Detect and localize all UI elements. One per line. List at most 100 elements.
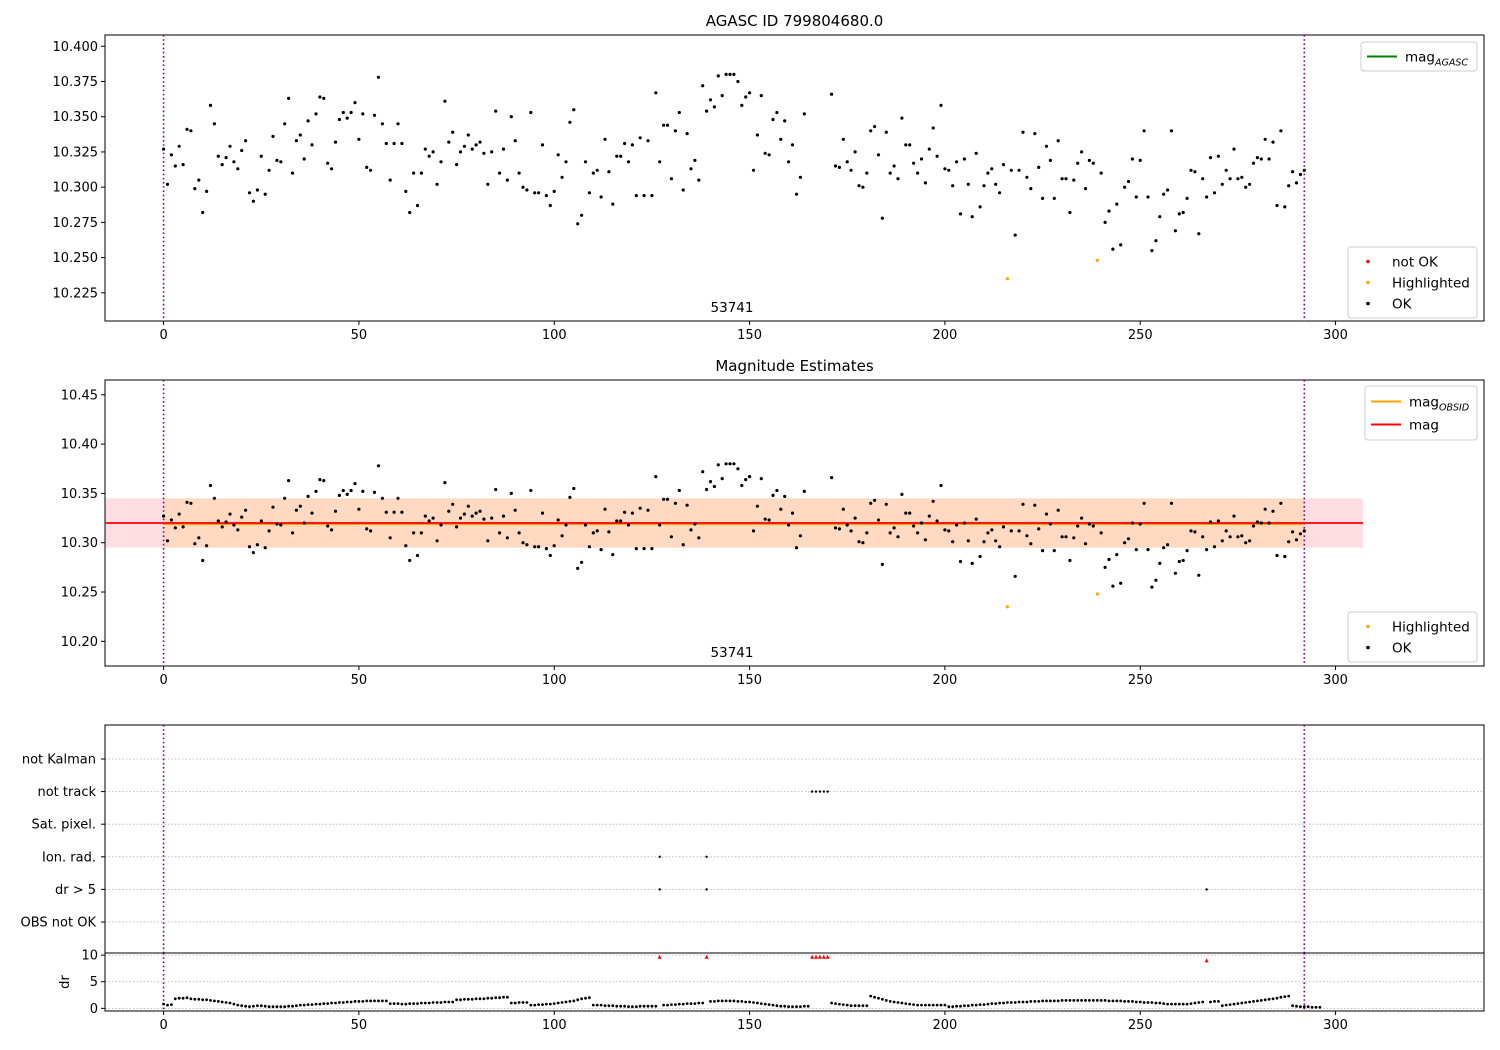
data-point-ok <box>1294 538 1299 542</box>
dr-outlier-marker <box>1204 958 1209 963</box>
data-point-ok <box>189 129 193 133</box>
dr-point <box>463 997 466 1001</box>
data-point-ok <box>916 531 920 535</box>
data-point-ok <box>556 518 560 522</box>
dr-point <box>1017 1000 1021 1004</box>
dr-point <box>1314 1005 1318 1009</box>
dr-point <box>381 999 384 1003</box>
dr-point <box>1283 995 1287 998</box>
dr-point <box>771 1003 775 1007</box>
data-point-ok <box>904 143 908 147</box>
dr-point <box>1197 1001 1201 1004</box>
dr-point <box>1232 1002 1236 1006</box>
dr-point <box>619 1004 623 1008</box>
data-point-ok <box>1205 195 1209 199</box>
data-point-ok <box>724 72 728 76</box>
data-point-ok <box>517 171 521 175</box>
dr-point <box>646 1004 650 1008</box>
data-point-ok <box>1060 535 1064 539</box>
data-point-ok <box>1091 524 1095 528</box>
dr-outlier-marker <box>821 954 826 959</box>
data-point-ok <box>1103 220 1107 224</box>
data-point-ok <box>1158 561 1162 566</box>
chart-title: Magnitude Estimates <box>715 357 873 375</box>
y-tick-label: 10.325 <box>53 145 99 160</box>
data-point-ok <box>845 523 849 527</box>
data-point-ok <box>279 160 283 164</box>
data-point-ok <box>455 163 459 167</box>
data-point-ok <box>576 222 580 226</box>
data-point-ok <box>728 72 732 76</box>
dr-point <box>1267 997 1271 1001</box>
data-point-ok <box>404 544 408 548</box>
data-point-ok <box>837 165 842 169</box>
data-point-ok <box>1083 542 1088 546</box>
data-point-ok <box>751 529 756 533</box>
data-point-ok <box>1001 163 1006 167</box>
data-point-ok <box>287 479 291 483</box>
y-tick-label: 10.275 <box>53 216 99 231</box>
data-point-ok <box>494 487 498 492</box>
data-point-ok <box>365 527 369 531</box>
dr-point <box>1021 1000 1025 1004</box>
dr-point <box>216 1000 220 1003</box>
data-point-ok <box>533 191 537 195</box>
data-point-ok <box>783 119 787 123</box>
data-point-ok <box>173 526 177 530</box>
data-point-ok <box>1189 168 1193 172</box>
data-point-ok <box>443 481 447 485</box>
data-point-ok <box>634 547 638 551</box>
dr-point <box>994 1002 998 1005</box>
dr-point <box>1103 999 1107 1002</box>
data-point-ok <box>943 528 947 532</box>
legend-dot-swatch <box>1366 624 1370 629</box>
data-point-ok <box>677 110 681 115</box>
data-point-ok <box>1169 501 1174 505</box>
data-point-ok <box>947 168 951 172</box>
dr-point <box>888 1000 892 1003</box>
data-point-ok <box>1009 529 1013 533</box>
data-point-ok <box>904 511 908 515</box>
y-tick-label: 10.300 <box>53 181 99 196</box>
data-point-ok <box>900 116 904 120</box>
data-point-ok <box>224 520 228 524</box>
dr-point <box>388 1002 392 1005</box>
dr-point <box>1170 1002 1173 1006</box>
data-point-ok <box>404 189 408 193</box>
data-point-ok <box>408 210 412 215</box>
data-point-ok <box>400 510 404 514</box>
data-point-ok <box>310 143 314 147</box>
data-point-ok <box>662 123 666 127</box>
data-point-ok <box>271 134 275 138</box>
data-point-ok <box>1041 196 1045 200</box>
data-point-ok <box>388 178 392 182</box>
dr-point <box>783 1004 787 1008</box>
data-point-ok <box>908 143 912 147</box>
data-point-ok <box>798 534 803 538</box>
data-point-ok <box>951 184 955 188</box>
data-point-ok <box>537 191 541 195</box>
dr-point <box>775 1004 779 1008</box>
data-point-ok <box>1240 175 1244 179</box>
dr-point <box>1158 1001 1162 1005</box>
data-point-ok <box>1033 132 1037 136</box>
dr-point <box>1310 1005 1314 1009</box>
dr-point <box>166 1003 169 1007</box>
dr-point <box>298 1003 302 1007</box>
data-point-ok <box>1251 161 1256 165</box>
data-point-ok <box>490 516 494 520</box>
data-point-ok <box>1099 171 1103 175</box>
data-point-ok <box>802 489 806 493</box>
data-point-ok <box>1146 548 1150 552</box>
data-point-ok <box>751 168 756 172</box>
dr-point <box>1049 999 1052 1003</box>
data-point-ok <box>1154 239 1158 243</box>
data-point-ok <box>1021 130 1025 134</box>
data-point-ok <box>1037 527 1041 531</box>
data-point-ok <box>955 160 959 164</box>
dr-point <box>287 1004 290 1008</box>
data-point-ok <box>341 110 345 115</box>
data-point-ok <box>501 514 506 518</box>
dr-point <box>568 1000 572 1003</box>
data-point-ok <box>384 510 388 514</box>
